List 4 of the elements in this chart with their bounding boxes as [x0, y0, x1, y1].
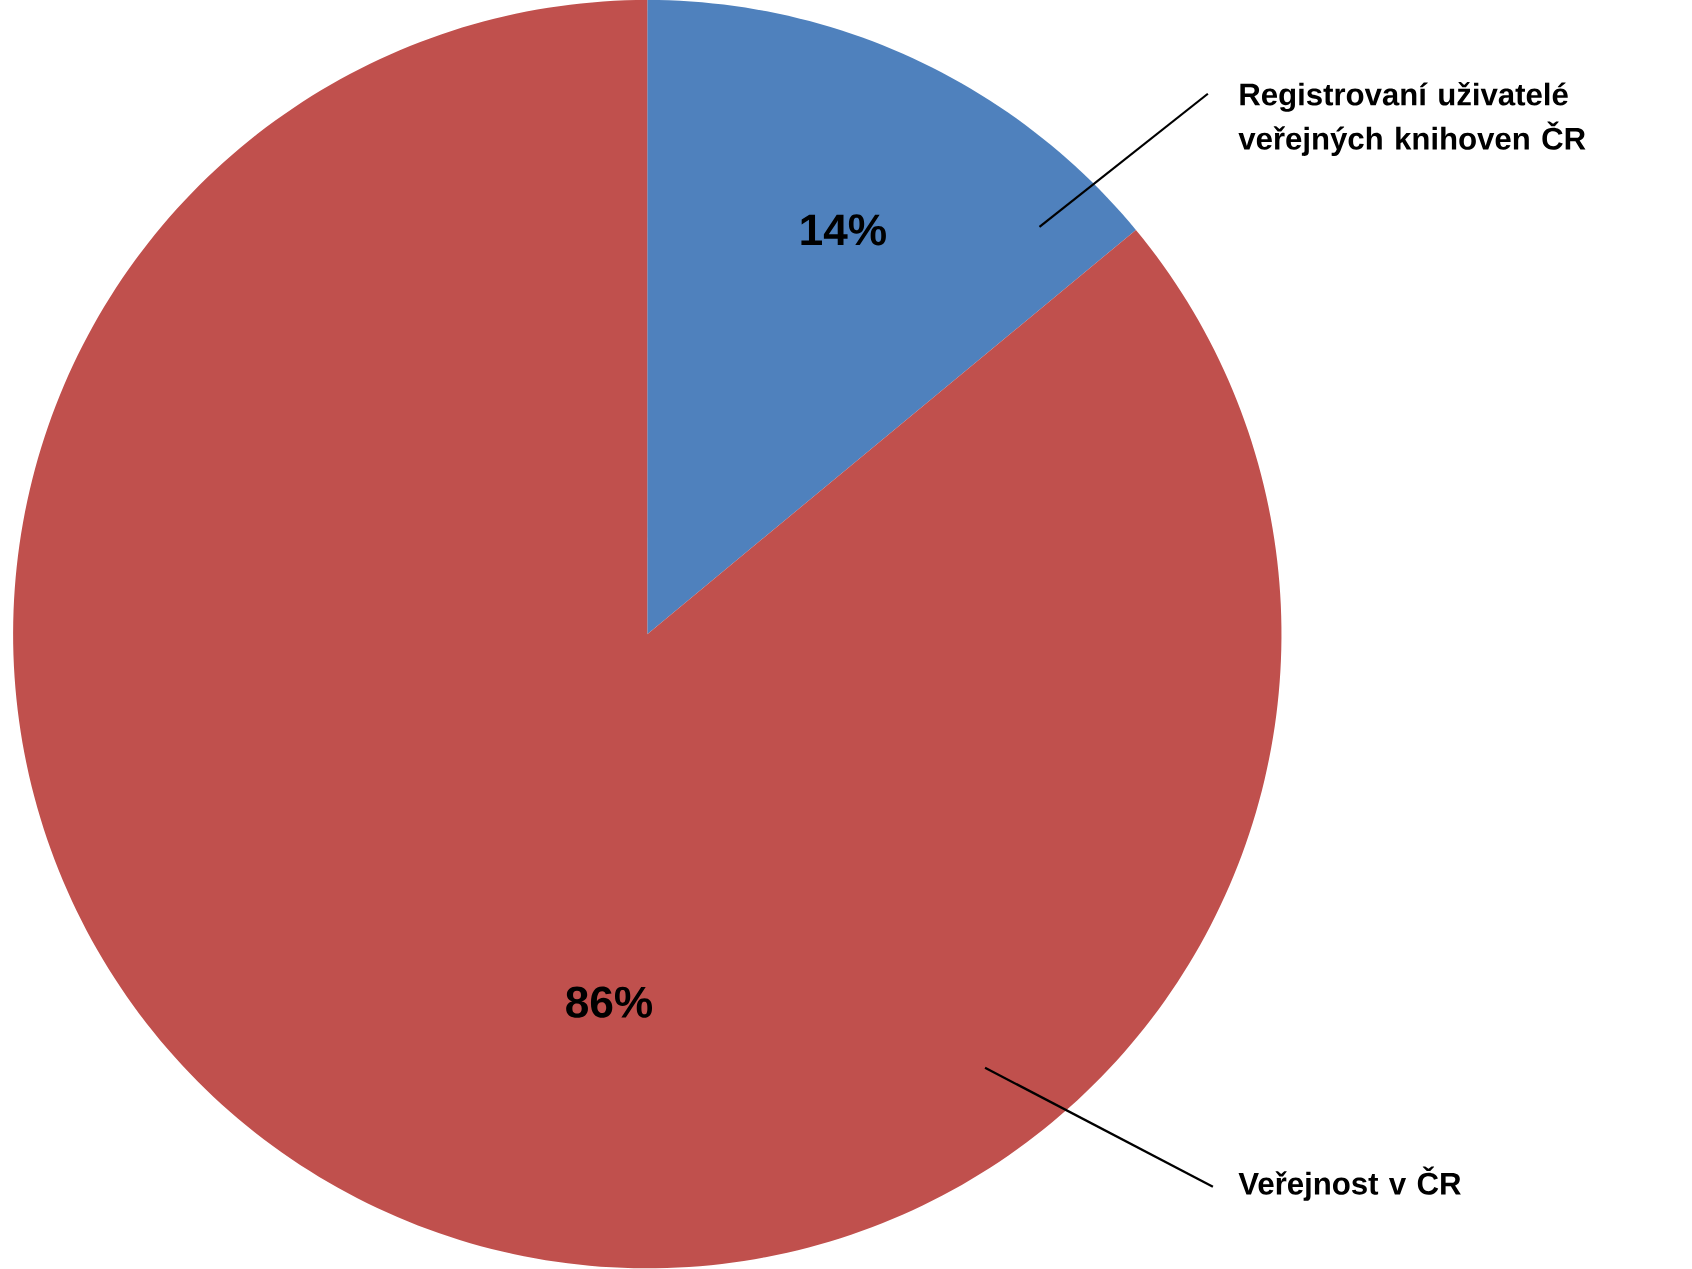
slice-label: Veřejnost v ČR: [1238, 1166, 1461, 1201]
data-label: 14%: [801, 214, 886, 246]
slice-label: Registrovaní uživatelé veřejných knihoven ČR: [1238, 81, 1586, 156]
data-label: 86%: [566, 986, 653, 1018]
